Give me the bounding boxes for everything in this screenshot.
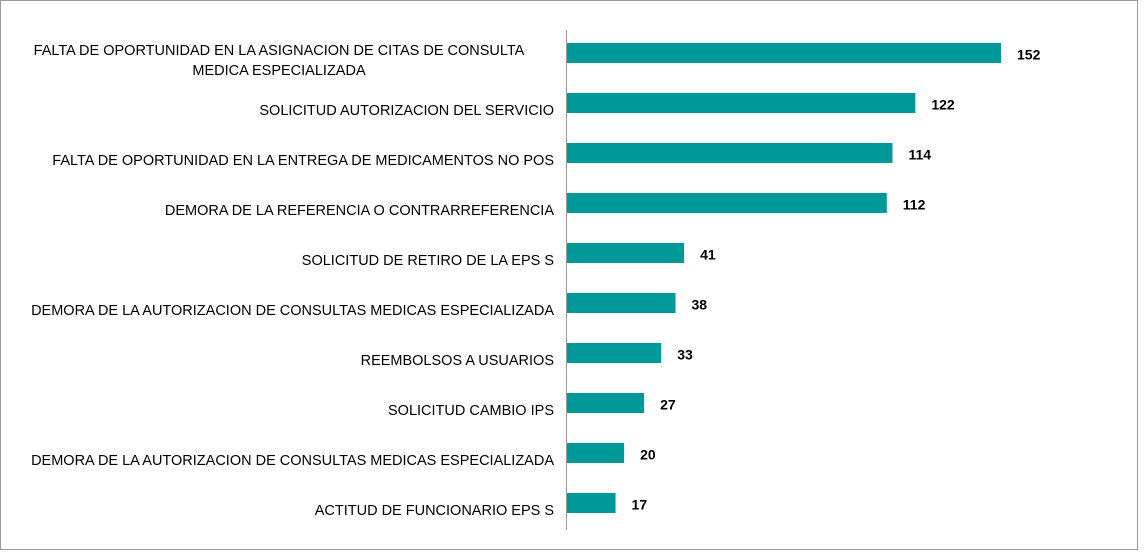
category-label: REEMBOLSOS A USUARIOS (360, 353, 554, 369)
category-label-box: ACTITUD DE FUNCIONARIO EPS S (4, 486, 554, 536)
category-label-box: SOLICITUD CAMBIO IPS (4, 386, 554, 436)
value-label: 17 (632, 497, 648, 513)
value-label: 27 (660, 397, 676, 413)
category-label: SOLICITUD AUTORIZACION DEL SERVICIO (259, 103, 554, 119)
category-label: DEMORA DE LA AUTORIZACION DE CONSULTAS M… (31, 453, 554, 469)
bar (567, 493, 616, 513)
category-label: FALTA DE OPORTUNIDAD EN LA ASIGNACION DE… (33, 43, 525, 79)
bar (567, 243, 685, 263)
category-label-box: SOLICITUD DE RETIRO DE LA EPS S (4, 236, 554, 286)
category-label: FALTA DE OPORTUNIDAD EN LA ENTREGA DE ME… (52, 153, 554, 169)
value-label: 112 (903, 197, 926, 213)
bar (567, 393, 645, 413)
value-label: 20 (640, 447, 656, 463)
category-label-box: DEMORA DE LA AUTORIZACION DE CONSULTAS M… (4, 286, 554, 336)
value-label: 38 (692, 297, 708, 313)
value-label: 114 (909, 147, 932, 163)
bar (567, 93, 916, 113)
category-label: SOLICITUD CAMBIO IPS (388, 403, 554, 419)
value-label: 33 (677, 347, 693, 363)
bar (567, 293, 676, 313)
bar (567, 43, 1001, 63)
category-label-box: FALTA DE OPORTUNIDAD EN LA ASIGNACION DE… (4, 36, 554, 86)
category-label: DEMORA DE LA AUTORIZACION DE CONSULTAS M… (31, 303, 554, 319)
category-label-box: DEMORA DE LA REFERENCIA O CONTRARREFEREN… (4, 186, 554, 236)
value-label: 41 (700, 247, 716, 263)
category-label-box: DEMORA DE LA AUTORIZACION DE CONSULTAS M… (4, 436, 554, 486)
category-label: DEMORA DE LA REFERENCIA O CONTRARREFEREN… (164, 203, 554, 219)
bar (567, 143, 893, 163)
bar (567, 443, 625, 463)
category-label: ACTITUD DE FUNCIONARIO EPS S (314, 503, 554, 519)
bar (567, 343, 662, 363)
category-label: SOLICITUD DE RETIRO DE LA EPS S (301, 253, 554, 269)
value-label: 152 (1017, 47, 1041, 63)
bar (567, 193, 887, 213)
category-label-box: FALTA DE OPORTUNIDAD EN LA ENTREGA DE ME… (4, 136, 554, 186)
value-label: 122 (931, 97, 955, 113)
category-label-box: REEMBOLSOS A USUARIOS (4, 336, 554, 386)
category-label-box: SOLICITUD AUTORIZACION DEL SERVICIO (4, 86, 554, 136)
